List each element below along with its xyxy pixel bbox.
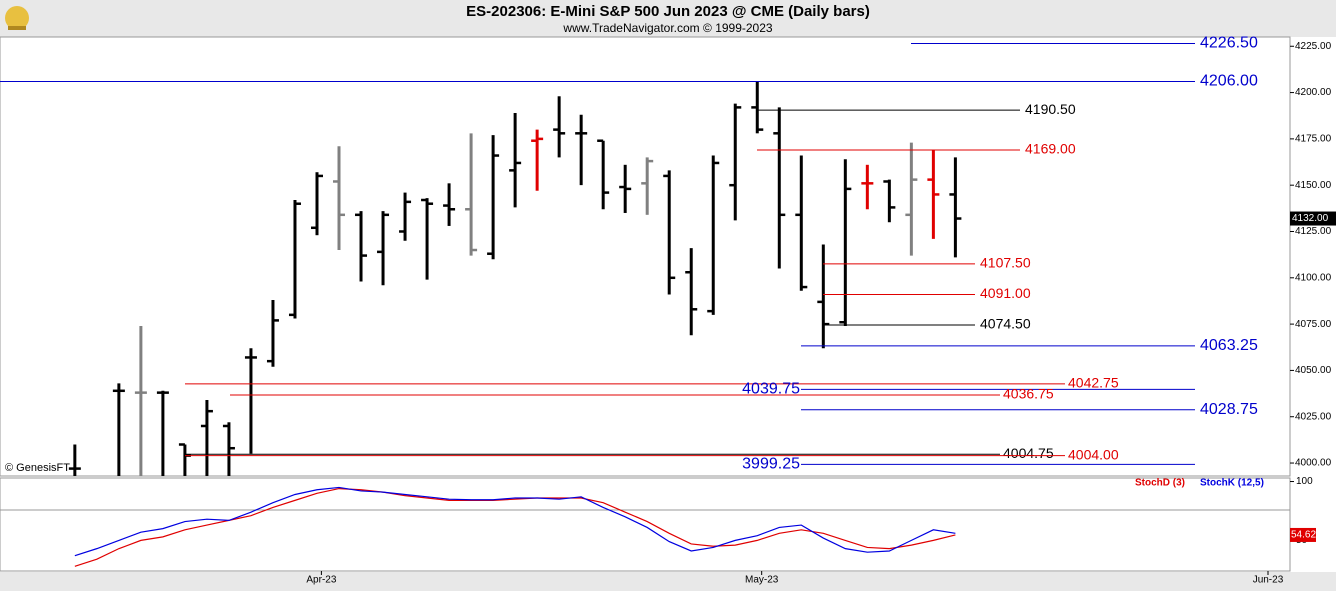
header [0, 0, 1336, 37]
last-price-label: 4132.00 [1292, 213, 1329, 224]
last-value-label: 54.62 [1291, 530, 1316, 541]
level-label: 4042.75 [1068, 375, 1119, 391]
y-tick-label: 4200.00 [1295, 87, 1332, 98]
legend-entry: StochK (12,5) [1200, 478, 1264, 489]
stoch-line [74, 486, 956, 557]
level-label: 4206.00 [1200, 73, 1258, 90]
stoch-plot [74, 486, 956, 567]
level-label: 4039.75 [742, 381, 800, 398]
y-tick-label: 4225.00 [1295, 41, 1332, 52]
y-tick-label: 4175.00 [1295, 134, 1332, 145]
stoch-line [74, 487, 956, 567]
level-label: 4091.00 [980, 285, 1031, 301]
x-tick-label: Jun-23 [1253, 575, 1284, 586]
y-tick-label: 4100.00 [1295, 272, 1332, 283]
level-label: 4036.75 [1003, 386, 1054, 402]
y-tick-label: 4125.00 [1295, 226, 1332, 237]
level-label: 4004.00 [1068, 446, 1119, 462]
watermark: © GenesisFT [5, 462, 70, 474]
x-tick-label: May-23 [745, 575, 779, 586]
level-label: 4226.50 [1200, 35, 1258, 52]
y-tick-label: 4050.00 [1295, 365, 1332, 376]
legend-entry: StochD (3) [1135, 478, 1185, 489]
price-panel [0, 36, 1291, 477]
last-price-box [1290, 211, 1336, 226]
chart-subtitle: www.TradeNavigator.com © 1999-2023 [562, 21, 772, 35]
y-tick-label: 4000.00 [1295, 458, 1332, 469]
chart-title: ES-202306: E-Mini S&P 500 Jun 2023 @ CME… [466, 3, 870, 20]
level-label: 4074.50 [980, 316, 1031, 332]
level-label: 4169.00 [1025, 141, 1076, 157]
y-tick-label: 4150.00 [1295, 180, 1332, 191]
level-label: 3999.25 [742, 456, 800, 473]
x-tick-label: Apr-23 [306, 575, 336, 586]
price-plot [68, 81, 962, 476]
level-label: 4190.50 [1025, 101, 1076, 117]
last-value-box [1290, 527, 1316, 542]
logo [5, 6, 29, 30]
y-tick-label: 4025.00 [1295, 411, 1332, 422]
level-label: 4063.25 [1200, 337, 1258, 354]
stoch-panel [0, 477, 1291, 572]
y-tick-label: 100 [1296, 476, 1313, 487]
level-label: 4004.75 [1003, 445, 1054, 461]
level-label: 4028.75 [1200, 401, 1258, 418]
level-label: 4107.50 [980, 255, 1031, 271]
x-axis-strip [0, 572, 1336, 591]
y-tick-label: 4075.00 [1295, 319, 1332, 330]
